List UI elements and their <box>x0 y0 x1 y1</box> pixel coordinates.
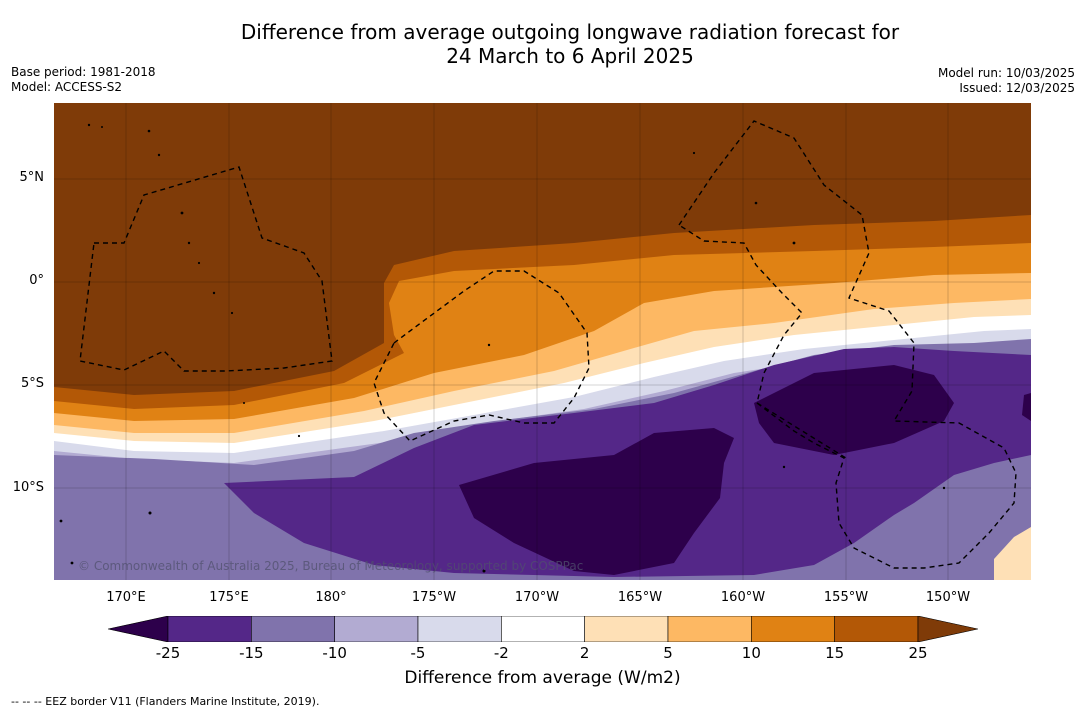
copyright-text: © Commonwealth of Australia 2025, Bureau… <box>78 559 584 573</box>
issued-date: Issued: 12/03/2025 <box>959 81 1075 95</box>
title-line-1: Difference from average outgoing longwav… <box>240 20 900 44</box>
colorbar-cell <box>584 616 669 642</box>
colorbar-tick-label: -25 <box>155 644 181 662</box>
eez-tuvalu-phoenix <box>373 270 590 442</box>
meta-right: Model run: 10/03/2025 Issued: 12/03/2025 <box>938 66 1075 96</box>
lon-label-170w: 170°W <box>514 590 560 605</box>
model-run: Model run: 10/03/2025 <box>937 66 1075 80</box>
colorbar-cell <box>834 616 919 642</box>
colorbar-low-arrow <box>108 616 169 642</box>
lon-label-175e: 175°E <box>209 590 249 605</box>
map-area: © Commonwealth of Australia 2025, Bureau… <box>54 103 1031 580</box>
island-dots <box>59 123 946 573</box>
lon-label-150w: 150°W <box>925 590 971 605</box>
colorbar-tick-label: 25 <box>908 644 928 662</box>
meta-left: Base period: 1981-2018 Model: ACCESS-S2 <box>11 65 156 95</box>
lat-label-0: 0° <box>29 273 44 288</box>
eez-kiribati-gilbert <box>79 166 333 372</box>
lon-label-175w: 175°W <box>411 590 457 605</box>
colorbar <box>108 616 978 642</box>
lon-label-180: 180° <box>315 590 347 605</box>
colorbar-tick-label: -5 <box>410 644 426 662</box>
lon-label-160w: 160°W <box>720 590 766 605</box>
model-name: Model: ACCESS-S2 <box>11 80 123 94</box>
lon-label-155w: 155°W <box>823 590 869 605</box>
title-line-2: 24 March to 6 April 2025 <box>446 44 694 68</box>
eez-borders <box>79 120 1017 569</box>
colorbar-tick-label: 10 <box>741 644 761 662</box>
gridlines <box>54 103 1031 580</box>
lon-label-170e: 170°E <box>106 590 146 605</box>
eez-legend: -- -- -- EEZ border V11 (Flanders Marine… <box>11 695 320 708</box>
colorbar-tick-label: -10 <box>322 644 347 662</box>
colorbar-cell <box>251 616 335 642</box>
colorbar-cell <box>667 616 752 642</box>
colorbar-tick-label: -2 <box>493 644 509 662</box>
band-2-5-corner <box>994 527 1031 580</box>
colorbar-tick-label: 15 <box>825 644 845 662</box>
lat-label-5s: 5°S <box>20 376 44 391</box>
colorbar-cell <box>417 616 502 642</box>
band-below-neg25-edge <box>1022 393 1031 421</box>
colorbar-high-arrow <box>917 616 978 642</box>
colorbar-title: Difference from average (W/m2) <box>404 668 681 688</box>
colorbar-cell <box>167 616 252 642</box>
lat-label-10s: 10°S <box>12 480 44 495</box>
colorbar-cell <box>334 616 419 642</box>
colorbar-tick-label: 5 <box>663 644 673 662</box>
map-contours <box>54 103 1031 580</box>
lon-label-165w: 165°W <box>617 590 663 605</box>
colorbar-cell <box>751 616 835 642</box>
lat-label-5n: 5°N <box>19 170 45 185</box>
colorbar-tick-label: 2 <box>579 644 590 662</box>
base-period: Base period: 1981-2018 <box>11 65 156 79</box>
band-below-neg25-center <box>459 428 734 575</box>
colorbar-cells <box>167 616 919 642</box>
colorbar-cell <box>501 616 585 642</box>
eez-line-islands <box>678 120 1017 569</box>
colorbar-tick-label: -15 <box>239 644 264 662</box>
chart-title: Difference from average outgoing longwav… <box>0 20 1085 68</box>
